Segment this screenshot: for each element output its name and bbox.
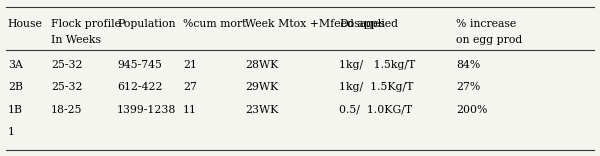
Text: 0.5/  1.0KG/T: 0.5/ 1.0KG/T bbox=[339, 105, 412, 115]
Text: 3A: 3A bbox=[8, 60, 23, 70]
Text: Dosages: Dosages bbox=[339, 19, 385, 29]
Text: 1B: 1B bbox=[8, 105, 23, 115]
Text: Population: Population bbox=[117, 19, 176, 29]
Text: 27%: 27% bbox=[456, 82, 480, 92]
Text: 23WK: 23WK bbox=[245, 105, 278, 115]
Text: 1399-1238: 1399-1238 bbox=[117, 105, 176, 115]
Text: House: House bbox=[8, 19, 43, 29]
Text: 945-745: 945-745 bbox=[117, 60, 162, 70]
Text: 1kg/   1.5kg/T: 1kg/ 1.5kg/T bbox=[339, 60, 415, 70]
Text: %cum mort: %cum mort bbox=[183, 19, 247, 29]
Text: 25-32: 25-32 bbox=[51, 60, 83, 70]
Text: 29WK: 29WK bbox=[245, 82, 278, 92]
Text: 200%: 200% bbox=[456, 105, 487, 115]
Text: In Weeks: In Weeks bbox=[51, 35, 101, 45]
Text: 2B: 2B bbox=[8, 82, 23, 92]
Text: 84%: 84% bbox=[456, 60, 480, 70]
Text: 11: 11 bbox=[183, 105, 197, 115]
Text: 1: 1 bbox=[8, 127, 15, 137]
Text: Week Mtox +Mfeed applied: Week Mtox +Mfeed applied bbox=[245, 19, 398, 29]
Text: on egg prod: on egg prod bbox=[456, 35, 522, 45]
Text: 21: 21 bbox=[183, 60, 197, 70]
Text: % increase: % increase bbox=[456, 19, 516, 29]
Text: 25-32: 25-32 bbox=[51, 82, 83, 92]
Text: 1kg/  1.5Kg/T: 1kg/ 1.5Kg/T bbox=[339, 82, 413, 92]
Text: 28WK: 28WK bbox=[245, 60, 278, 70]
Text: 612-422: 612-422 bbox=[117, 82, 163, 92]
Text: 18-25: 18-25 bbox=[51, 105, 83, 115]
Text: 27: 27 bbox=[183, 82, 197, 92]
Text: Flock profile: Flock profile bbox=[51, 19, 121, 29]
